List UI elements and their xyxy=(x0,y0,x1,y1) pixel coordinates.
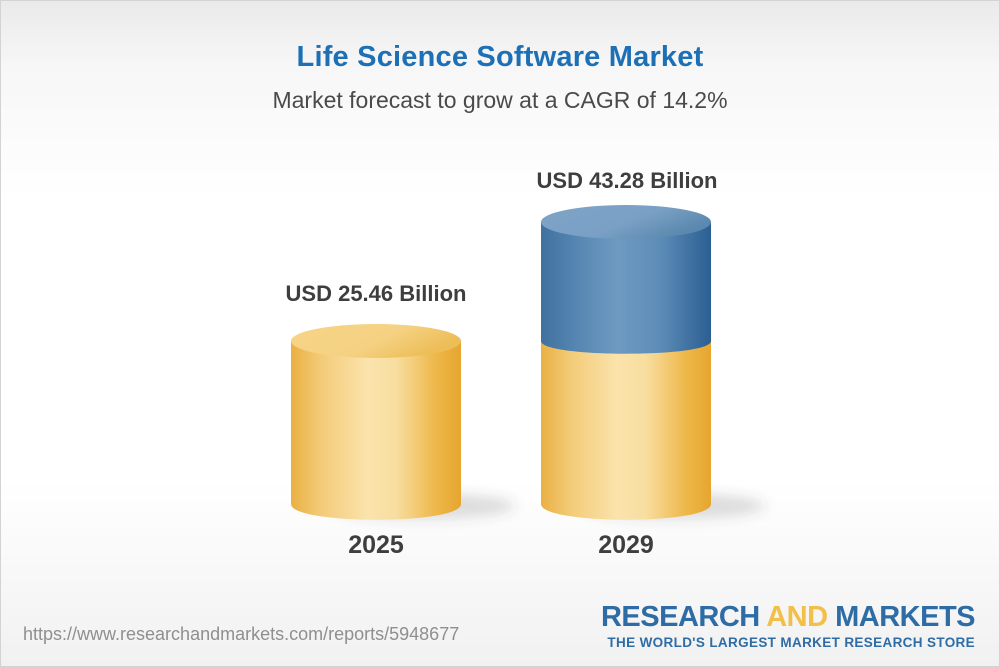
logo-word-and: AND xyxy=(766,601,828,633)
logo-tagline: THE WORLD'S LARGEST MARKET RESEARCH STOR… xyxy=(607,635,975,650)
bar-2029-gold-segment xyxy=(541,341,711,520)
logo-word-research: RESEARCH xyxy=(600,601,760,633)
page-title: Life Science Software Market xyxy=(296,41,704,73)
bar-2025-top xyxy=(291,324,461,358)
bar-2025-body xyxy=(291,341,461,520)
bar-2029 xyxy=(541,205,765,520)
logo-wordmark: RESEARCH AND MARKETS xyxy=(600,601,976,633)
brand-logo: RESEARCH AND MARKETS THE WORLD'S LARGEST… xyxy=(600,601,976,651)
report-url-link[interactable]: https://www.researchandmarkets.com/repor… xyxy=(23,624,460,644)
year-label-2029: 2029 xyxy=(598,531,654,559)
value-label-2025: USD 25.46 Billion xyxy=(285,281,467,306)
year-label-2025: 2025 xyxy=(348,531,404,559)
page-subtitle: Market forecast to grow at a CAGR of 14.… xyxy=(272,87,728,113)
value-label-2029: USD 43.28 Billion xyxy=(536,168,718,193)
bar-2029-top xyxy=(541,205,711,239)
bar-2025 xyxy=(291,324,515,520)
logo-word-markets: MARKETS xyxy=(835,601,975,633)
bar-2029-blue-segment xyxy=(541,222,711,354)
